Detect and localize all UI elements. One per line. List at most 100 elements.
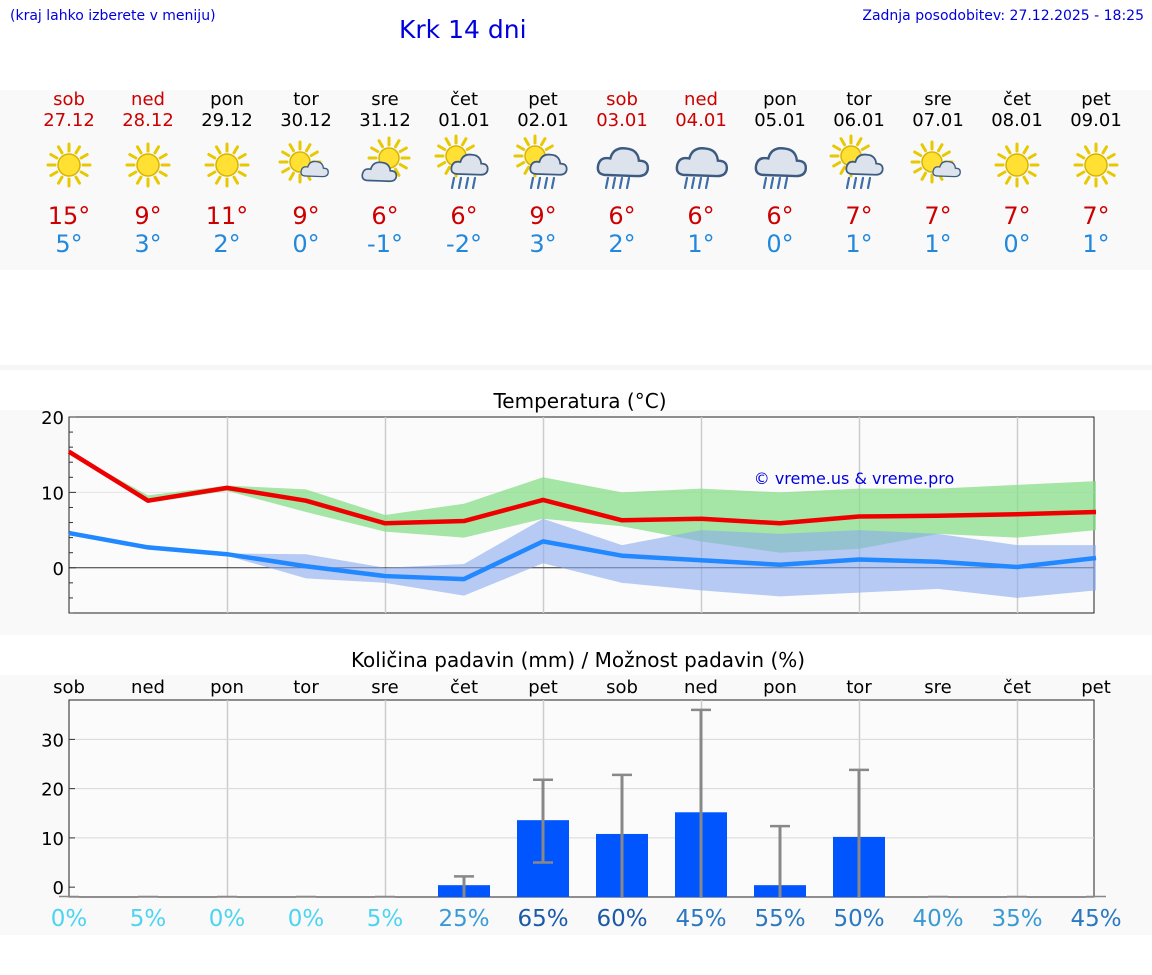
prec-y-label: 20 xyxy=(41,780,64,801)
max-temp: 6° xyxy=(371,202,399,230)
day-column: pet 02.01 9° 3° xyxy=(504,90,583,258)
precip-probability: 0% xyxy=(209,906,246,932)
prec-category-label: tor xyxy=(293,677,319,698)
prec-category-label: sre xyxy=(924,677,951,698)
prec-y-label: 0 xyxy=(53,878,64,899)
day-name: pon xyxy=(210,89,244,110)
day-name: čet xyxy=(449,89,479,110)
sun-small-cloud-icon xyxy=(899,134,978,198)
min-temp-line xyxy=(68,530,1097,582)
precip-probability: 50% xyxy=(833,906,884,932)
sun-icon xyxy=(30,134,109,198)
temp-y-label: 0 xyxy=(53,559,64,580)
precipitation-chart: Količina padavin (mm) / Možnost padavin … xyxy=(0,648,1152,935)
max-temp: 7° xyxy=(1082,202,1110,230)
prec-chart-title: Količina padavin (mm) / Možnost padavin … xyxy=(351,648,805,672)
max-temp: 7° xyxy=(1003,202,1031,230)
sun-cloud-icon xyxy=(346,134,425,198)
day-date: 09.01 xyxy=(1070,110,1122,131)
day-column: sre 07.01 7° 1° xyxy=(899,90,978,258)
prec-category-label: čet xyxy=(450,677,478,698)
min-temp: 1° xyxy=(1082,230,1110,258)
prec-categories: sob ned pon tor sre čet pet sob ned pon tor sre čet p… xyxy=(53,677,1111,698)
precip-probability: 35% xyxy=(991,906,1042,932)
max-temp: 9° xyxy=(292,202,320,230)
min-temp: 0° xyxy=(292,230,320,258)
sun-cloud-rain-icon xyxy=(425,134,504,198)
prec-error-bars xyxy=(59,708,1106,898)
sun-icon xyxy=(188,134,267,198)
max-temp: 7° xyxy=(924,202,952,230)
day-name: ned xyxy=(131,89,165,110)
day-column: čet 08.01 7° 0° xyxy=(978,89,1057,259)
day-name: tor xyxy=(293,89,319,110)
min-temp: 3° xyxy=(529,230,557,258)
min-temp: 0° xyxy=(766,230,794,258)
precip-probability: 40% xyxy=(912,906,963,932)
prec-category-label: sob xyxy=(606,677,638,698)
day-name: sre xyxy=(924,89,952,110)
day-column: pet 09.01 7° 1° xyxy=(1057,90,1136,259)
max-temp: 7° xyxy=(845,202,873,230)
watermark: © vreme.us & vreme.pro xyxy=(754,469,955,488)
day-date: 03.01 xyxy=(596,110,648,131)
prec-category-label: pet xyxy=(528,677,558,698)
day-date: 28.12 xyxy=(122,110,174,131)
day-name: sob xyxy=(53,89,85,110)
day-date: 27.12 xyxy=(43,110,95,131)
day-name: tor xyxy=(846,89,872,110)
prec-category-label: sre xyxy=(371,677,398,698)
min-temp: 0° xyxy=(1003,230,1031,258)
min-temp: 5° xyxy=(55,230,83,258)
temp-y-label: 10 xyxy=(41,483,64,504)
precip-probability: 65% xyxy=(517,906,568,932)
temp-chart-title: Temperatura (°C) xyxy=(492,389,666,413)
prec-y-label: 10 xyxy=(41,829,64,850)
prec-category-label: sob xyxy=(53,677,85,698)
precip-probability: 25% xyxy=(438,906,489,932)
prec-category-label: čet xyxy=(1003,677,1031,698)
day-date: 30.12 xyxy=(280,110,332,131)
day-column: čet 01.01 6° -2° xyxy=(425,90,504,258)
temp-bands xyxy=(69,451,1096,598)
cloud-rain-icon xyxy=(741,134,820,198)
min-temp: -2° xyxy=(446,230,482,258)
precip-probability: 60% xyxy=(596,906,647,932)
precip-probability: 5% xyxy=(367,906,404,932)
day-column: ned 04.01 6° 1° xyxy=(662,90,741,258)
min-temp: -1° xyxy=(367,230,403,258)
day-date: 08.01 xyxy=(991,110,1043,131)
precip-probability: 45% xyxy=(1070,906,1121,932)
sun-icon xyxy=(978,134,1057,198)
prec-y-axis: 30 20 10 0 xyxy=(41,730,75,899)
day-date: 01.01 xyxy=(438,110,490,131)
prec-category-label: pon xyxy=(210,677,244,698)
prec-category-label: ned xyxy=(684,677,718,698)
day-column: sob 03.01 6° 2° xyxy=(583,90,662,258)
day-name: ned xyxy=(684,89,718,110)
max-temp: 15° xyxy=(47,202,91,230)
prec-y-label: 30 xyxy=(41,730,64,751)
prec-category-label: ned xyxy=(131,677,165,698)
prec-probabilities: 0% 5% 0% 0% 5% 25% 65% 60% 45% 55% 50% 40% 35% 45% xyxy=(51,906,1122,932)
sun-icon xyxy=(109,134,188,198)
precip-probability: 0% xyxy=(51,906,88,932)
day-column: ned 28.12 9° 3° xyxy=(109,89,188,259)
day-date: 06.01 xyxy=(833,110,885,131)
day-column: tor 30.12 9° 0° xyxy=(267,90,346,258)
max-temp: 6° xyxy=(450,202,478,230)
sun-small-cloud-icon xyxy=(267,134,346,198)
forecast-band xyxy=(0,90,1152,270)
temp-y-label: 20 xyxy=(41,408,64,429)
temp-lines xyxy=(67,449,1097,582)
day-name: čet xyxy=(1002,89,1032,110)
day-name: pon xyxy=(763,89,797,110)
max-temp: 9° xyxy=(529,202,557,230)
min-range-band xyxy=(69,518,1096,598)
day-date: 04.01 xyxy=(675,110,727,131)
day-column: tor 06.01 7° 1° xyxy=(820,90,899,258)
prec-category-label: pet xyxy=(1081,677,1111,698)
cloud-rain-icon xyxy=(662,134,741,198)
max-temp: 11° xyxy=(205,202,249,230)
day-date: 02.01 xyxy=(517,110,569,131)
